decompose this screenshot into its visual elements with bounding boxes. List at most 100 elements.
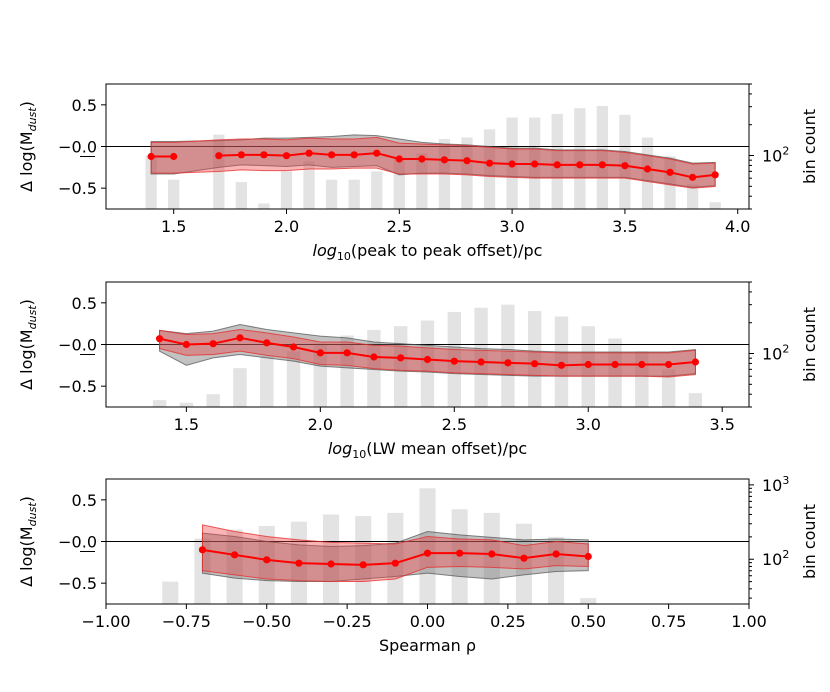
median-point: [598, 161, 606, 169]
median-point: [576, 161, 584, 169]
y2-axis-label: bin count: [800, 504, 819, 579]
histogram-bar: [515, 523, 532, 604]
median-point: [198, 546, 207, 554]
y-tick-label: −0.5: [58, 179, 97, 198]
histogram-bar: [260, 356, 274, 407]
x-tick-label: 3.0: [576, 415, 601, 434]
histogram-bar: [280, 171, 293, 209]
median-point: [263, 339, 271, 347]
median-point: [395, 155, 403, 163]
panel-3: −1.00 −0.75 −0.50 −0.25 0.00 0.25 0.50 0.75 1.00…: [17, 474, 819, 655]
y-axis-label: Δ log(Mdust): [17, 496, 39, 587]
histogram-bar: [303, 161, 315, 209]
y-axis-label-main: Δ log(M: [17, 526, 36, 586]
histogram-bar: [608, 338, 622, 407]
x-axis-label: log10(peak to peak offset)/pc: [313, 241, 543, 263]
histogram-bar: [686, 184, 699, 209]
histogram-bar: [235, 182, 248, 209]
histogram-bar: [258, 525, 275, 604]
y-tick-label: 0.5: [72, 96, 97, 115]
y2-tick-exponent: 2: [782, 145, 789, 158]
median-point: [182, 340, 190, 349]
median-point: [155, 335, 164, 343]
x-tick-label: 1.5: [174, 415, 199, 434]
x-axis-label: Spearman ρ: [379, 636, 476, 655]
y-tick-label: −0.0: [58, 138, 97, 157]
histogram-bar: [371, 171, 383, 209]
y2-tick-exponent: 2: [782, 548, 789, 561]
grey-band: [201, 530, 589, 582]
x-tick-label: 3.5: [709, 415, 734, 434]
median-point: [584, 552, 592, 561]
histogram-bar: [387, 512, 404, 604]
median-point: [215, 152, 223, 160]
histogram-bar: [527, 311, 542, 407]
median-point: [373, 149, 381, 157]
median-point: [450, 357, 458, 365]
median-point: [557, 361, 566, 369]
median-point: [147, 152, 155, 161]
histogram-bar: [461, 137, 473, 209]
histogram-bar: [661, 369, 676, 407]
uncertainty-bands: [201, 524, 589, 582]
x-tick-label: 3.0: [499, 217, 524, 236]
histogram-bar: [168, 179, 180, 209]
x-axis-label-log: log: [328, 439, 352, 458]
histogram-bar: [325, 179, 338, 209]
histogram-bar: [179, 402, 194, 407]
median-point: [236, 334, 244, 342]
median-point: [209, 340, 217, 348]
x-tick-label: 2.5: [387, 217, 412, 236]
x-tick-label: 1.00: [731, 612, 767, 631]
median-point: [691, 358, 700, 366]
median-point: [305, 149, 313, 157]
x-tick-label: −0.75: [162, 612, 211, 631]
median-point: [477, 358, 485, 366]
median-point: [397, 354, 405, 362]
x-axis-label-rest: (peak to peak offset)/pc: [351, 241, 543, 260]
histogram-bar: [206, 394, 220, 407]
median-point: [370, 353, 378, 361]
y-axis-label-sub: dust: [26, 305, 39, 330]
x-tick-label: 3.5: [612, 217, 637, 236]
histogram-bar: [226, 529, 243, 604]
median-point: [423, 549, 432, 557]
histogram-bar: [420, 320, 435, 407]
histogram-bar: [688, 393, 703, 407]
y-axis-label-end: ): [17, 299, 36, 305]
median-point: [508, 160, 516, 168]
x-tick-label: 0.25: [490, 612, 526, 631]
median-point: [711, 171, 719, 179]
x-axis-label-sub: 10: [352, 448, 366, 461]
median-point: [316, 349, 324, 357]
y-axis-label-end: ): [17, 496, 36, 502]
histogram-bar: [580, 598, 597, 604]
y2-tick-base: 10: [762, 550, 782, 569]
x-axis-label-text: Spearman ρ: [379, 636, 476, 655]
median-point: [666, 168, 674, 176]
histogram-bar: [152, 400, 167, 407]
median-point: [456, 549, 464, 557]
y-tick-label: −0.5: [58, 377, 97, 396]
panel-1: 1.5 2.0 2.5 3.0 3.5 4.00.5−0.0−0.5102log10(pe…: [17, 83, 819, 263]
median-point: [440, 156, 449, 164]
median-point: [665, 360, 673, 369]
median-point: [170, 152, 178, 161]
y-axis-label-end: ): [17, 101, 36, 107]
median-point: [391, 559, 399, 567]
median-point: [463, 157, 471, 165]
histogram-bar: [258, 203, 270, 209]
x-axis-label-rest: (LW mean offset)/pc: [366, 439, 527, 458]
x-axis-label-log: log: [313, 241, 337, 260]
y2-tick-label: 103: [762, 474, 789, 495]
histogram-bar: [233, 368, 247, 407]
histogram-bar: [474, 307, 488, 407]
x-tick-label: −1.00: [81, 612, 130, 631]
y2-tick-label: 102: [762, 343, 789, 364]
red-band: [150, 136, 716, 189]
red-band: [201, 524, 589, 582]
median-point: [688, 173, 697, 181]
histogram-bar: [483, 512, 500, 604]
